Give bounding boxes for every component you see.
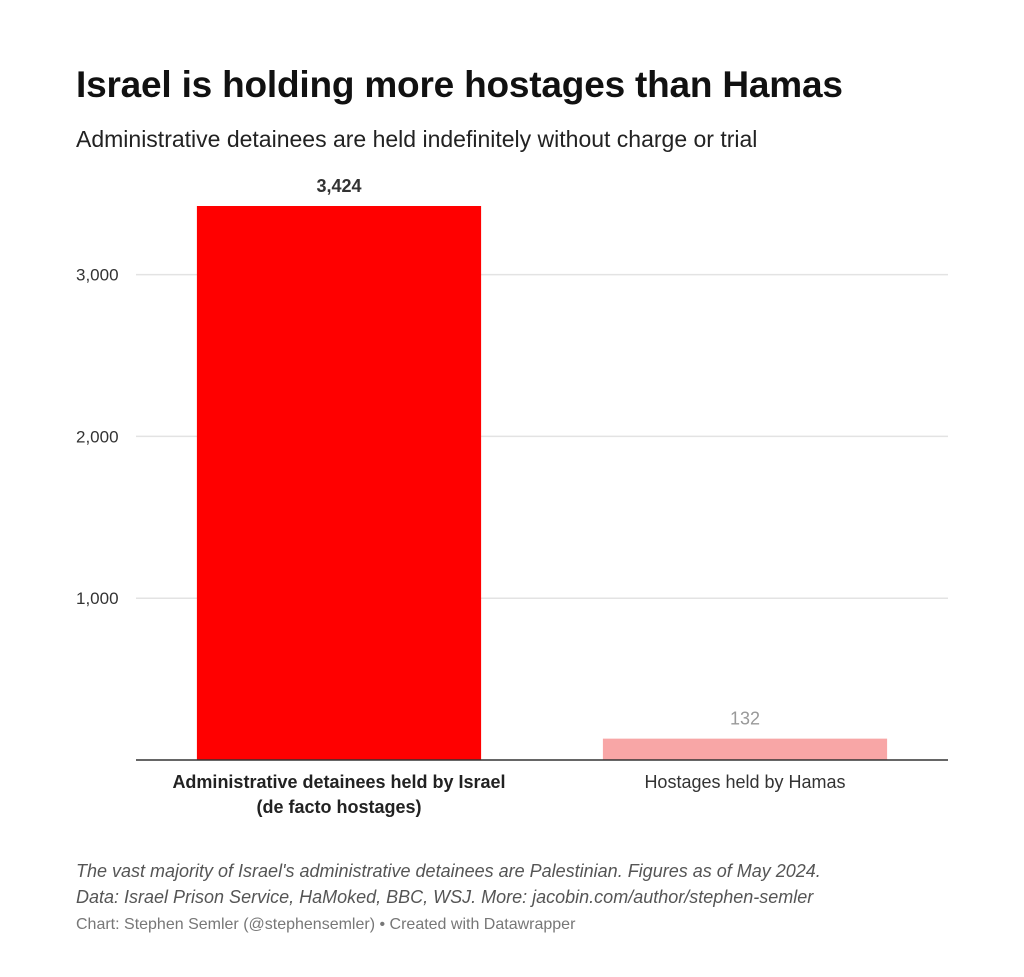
y-tick-label: 3,000	[76, 266, 119, 285]
bar-chart: 1,000 2,000 3,000 3,424 132 Administrative …	[76, 176, 948, 817]
category-label-line: Administrative detainees held by Israel	[172, 772, 505, 792]
source-line: Data: Israel Prison Service, HaMoked, BB…	[76, 887, 814, 907]
category-label: Hostages held by Hamas	[644, 772, 845, 792]
bars	[196, 206, 888, 760]
category-label-line: (de facto hostages)	[256, 797, 421, 817]
bar	[602, 738, 888, 760]
value-label: 3,424	[316, 176, 361, 196]
y-tick-label: 1,000	[76, 589, 119, 608]
chart-subtitle: Administrative detainees are held indefi…	[76, 126, 758, 152]
chart-notes: The vast majority of Israel's administra…	[76, 858, 821, 910]
category-label: Administrative detainees held by Israel (…	[172, 772, 505, 817]
value-labels: 3,424 132	[316, 176, 760, 729]
chart-title: Israel is holding more hostages than Ham…	[76, 64, 843, 105]
y-axis-ticks: 1,000 2,000 3,000	[76, 266, 119, 609]
category-label-line: Hostages held by Hamas	[644, 772, 845, 792]
category-labels: Administrative detainees held by Israel (…	[172, 772, 845, 817]
note-line: The vast majority of Israel's administra…	[76, 861, 821, 881]
chart-credit: Chart: Stephen Semler (@stephensemler) •…	[76, 916, 576, 933]
bar	[196, 206, 482, 760]
value-label: 132	[730, 709, 760, 729]
y-tick-label: 2,000	[76, 427, 119, 446]
